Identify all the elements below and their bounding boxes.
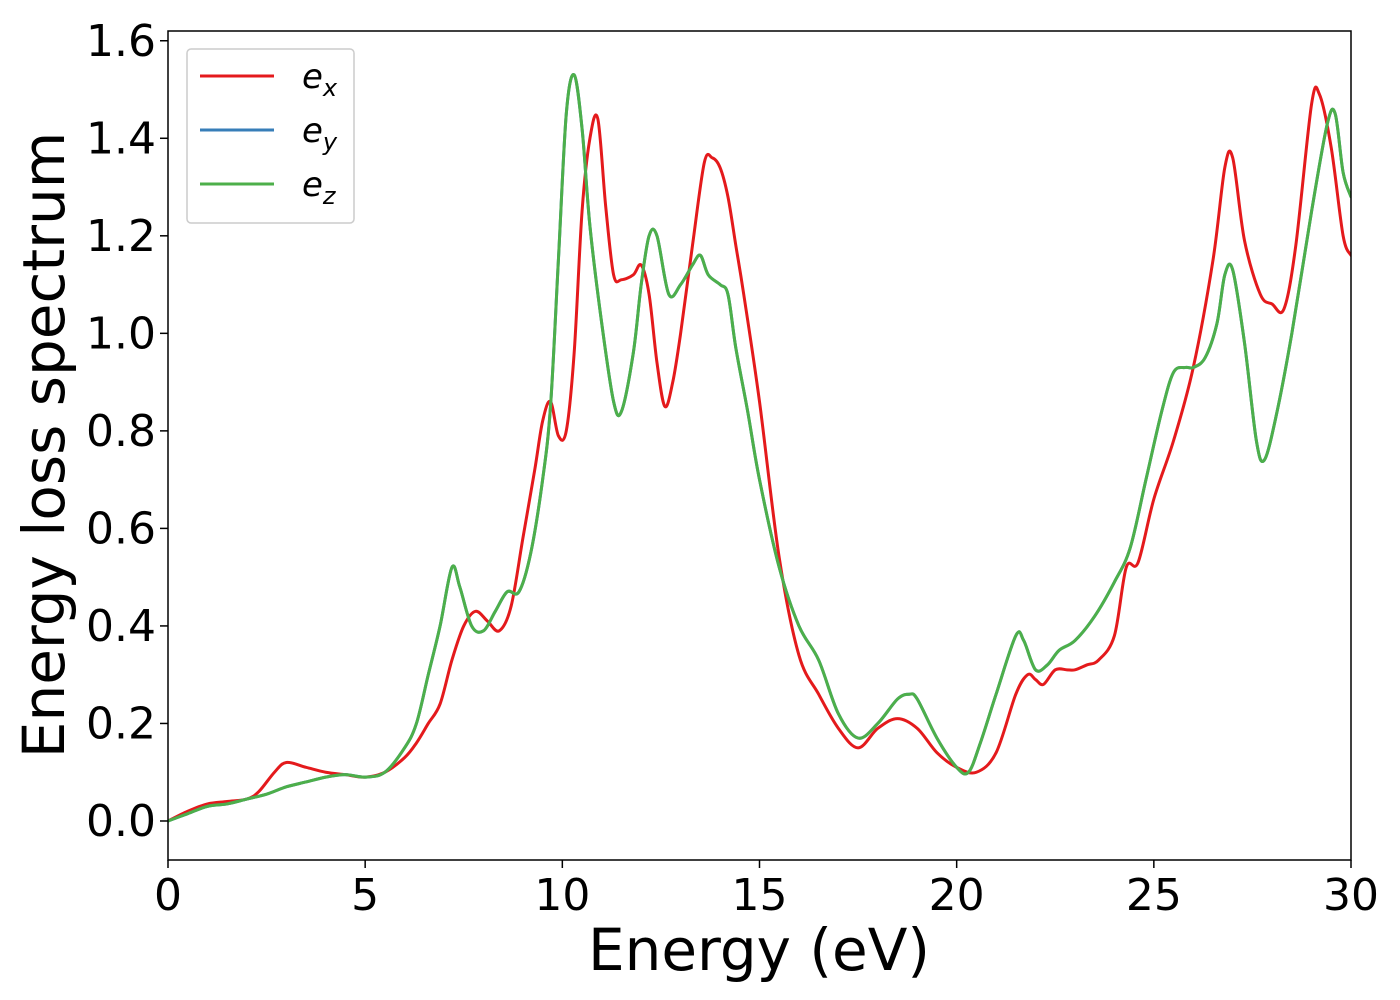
y-axis: 0.0 0.2 0.4 0.6 0.8 1.0 1.2 1.4 1.6: [86, 16, 168, 847]
series-line-e-z: [168, 73, 1351, 823]
y-tick-label: 1.0: [86, 308, 156, 359]
y-tick-label: 1.4: [86, 113, 156, 164]
x-axis: 0 5 10 15 20 25 30: [154, 860, 1379, 921]
y-tick-label: 0.2: [86, 698, 156, 749]
x-tick-label: 25: [1126, 870, 1182, 921]
x-tick-label: 15: [732, 870, 788, 921]
x-tick-label: 30: [1323, 870, 1379, 921]
x-tick-label: 5: [351, 870, 379, 921]
legend-label-e-y: ey: [302, 111, 338, 156]
y-tick-label: 0.0: [86, 796, 156, 847]
series-layer: [168, 73, 1351, 823]
x-axis-title: Energy (eV): [588, 916, 930, 984]
y-axis-title: Energy loss spectrum: [10, 132, 78, 758]
legend: ex ey ez: [186, 48, 355, 224]
y-tick-label: 1.2: [86, 211, 156, 262]
x-tick-label: 20: [929, 870, 985, 921]
series-line-e-x: [168, 85, 1351, 823]
legend-label-e-z: ez: [302, 165, 337, 210]
y-tick-label: 0.4: [86, 601, 156, 652]
y-tick-label: 0.6: [86, 503, 156, 554]
x-tick-label: 10: [534, 870, 590, 921]
y-tick-label: 0.8: [86, 406, 156, 457]
legend-label-e-x: ex: [302, 57, 338, 102]
legend-box: [186, 48, 355, 224]
x-tick-label: 0: [154, 870, 182, 921]
y-tick-label: 1.6: [86, 16, 156, 67]
